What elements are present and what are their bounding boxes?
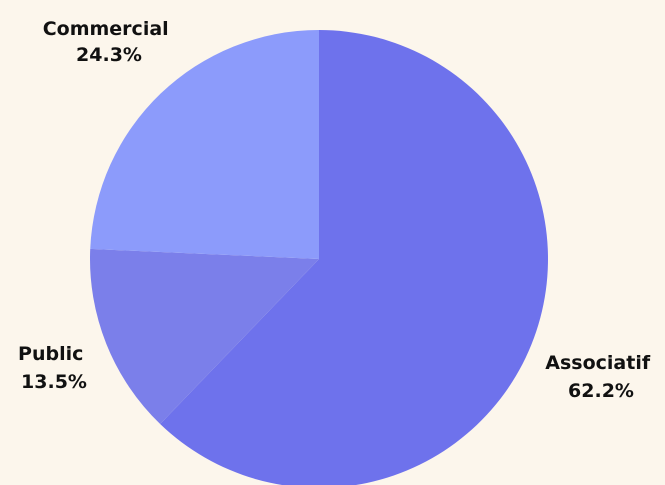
- slice-commercial: [90, 30, 319, 259]
- label-commercial-name: Commercial: [43, 18, 169, 40]
- label-public: Public 13.5%: [18, 343, 90, 393]
- pie-slices: [89, 30, 548, 485]
- label-public-name: Public: [18, 343, 83, 365]
- slice-public: [89, 248, 319, 424]
- label-associatif-name: Associatif: [545, 352, 651, 374]
- label-public-value: 13.5%: [21, 371, 87, 393]
- label-commercial-value: 24.3%: [76, 44, 142, 66]
- slice-associatif: [160, 30, 548, 485]
- label-commercial: Commercial 24.3%: [43, 18, 176, 66]
- label-associatif-value: 62.2%: [568, 380, 634, 402]
- label-associatif: Associatif 62.2%: [545, 352, 656, 402]
- slice-labels: Commercial 24.3% Public 13.5% Associatif…: [18, 18, 656, 402]
